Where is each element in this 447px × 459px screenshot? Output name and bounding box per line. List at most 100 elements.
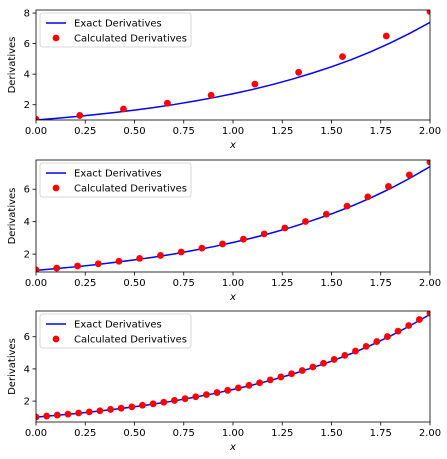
data-point-calculated	[149, 400, 157, 408]
y-tick-label: 2	[24, 397, 30, 408]
legend-label: Exact Derivatives	[74, 320, 162, 331]
x-axis-label: x	[229, 140, 236, 151]
data-point-calculated	[373, 338, 381, 345]
legend: Exact Derivatives Calculated Derivatives	[39, 12, 192, 48]
data-point-calculated	[405, 171, 413, 179]
data-point-calculated	[224, 386, 232, 394]
chart-panel-1: 0.00 0.25 0.50 0.75 1.00 1.25 1.50 1.75 2.00 2 4 6 8…	[7, 9, 441, 151]
x-tick-label: 1.00	[222, 278, 244, 289]
y-tick-label: 4	[24, 364, 30, 375]
plot-area	[36, 10, 430, 120]
data-point-calculated	[163, 99, 171, 107]
x-tick-label: 0.75	[173, 428, 195, 439]
x-tick-label: 0.50	[123, 278, 145, 289]
x-tick-label: 1.75	[370, 126, 392, 137]
data-point-calculated	[341, 352, 349, 359]
x-tick-label: 1.25	[271, 428, 293, 439]
series-line-exact-derivatives	[36, 21, 430, 120]
x-axis-label: x	[229, 292, 236, 303]
x-tick-label: 2.00	[419, 126, 441, 137]
data-point-calculated	[295, 68, 303, 76]
x-tick-label: 0.25	[74, 428, 96, 439]
data-point-calculated	[213, 389, 221, 396]
data-point-calculated	[266, 376, 274, 384]
legend-swatch-marker	[52, 34, 60, 42]
legend: Exact Derivatives Calculated Derivatives	[39, 313, 192, 349]
data-point-calculated	[74, 262, 81, 270]
plot-area	[36, 160, 430, 272]
y-tick-label: 6	[24, 185, 30, 196]
data-point-calculated	[260, 230, 268, 238]
x-tick-label: 2.00	[419, 428, 441, 439]
data-point-calculated	[362, 342, 370, 350]
data-point-calculated	[320, 359, 327, 367]
data-point-calculated	[385, 183, 392, 190]
data-point-calculated	[382, 32, 390, 40]
legend-label: Calculated Derivatives	[74, 34, 187, 45]
x-tick-label: 2.00	[419, 278, 441, 289]
plot-area	[36, 311, 430, 421]
y-axis-label: Derivatives	[7, 338, 18, 395]
legend-label: Exact Derivatives	[74, 169, 162, 180]
y-tick-label: 4	[24, 217, 30, 228]
data-point-calculated	[181, 395, 189, 403]
legend-swatch-marker	[52, 335, 60, 343]
x-tick-label: 0.50	[123, 126, 145, 137]
x-tick-label: 1.00	[222, 126, 244, 137]
data-point-calculated	[115, 257, 123, 265]
data-point-calculated	[36, 115, 40, 120]
x-tick-label: 1.50	[320, 126, 342, 137]
data-point-calculated	[136, 254, 144, 262]
y-tick-label: 2	[24, 250, 30, 261]
x-tick-label: 0.75	[173, 278, 195, 289]
y-axis-label: Derivatives	[7, 188, 18, 245]
data-point-calculated	[107, 406, 114, 413]
x-axis-label: x	[229, 442, 236, 453]
data-point-calculated	[96, 407, 104, 415]
legend-swatch-marker	[52, 184, 60, 192]
x-tick-label: 1.50	[320, 428, 342, 439]
data-point-calculated	[240, 235, 247, 243]
data-point-calculated	[36, 266, 40, 272]
data-point-calculated	[426, 10, 430, 15]
data-point-calculated	[364, 193, 372, 201]
data-point-calculated	[139, 401, 146, 409]
x-tick-label: 1.50	[320, 278, 342, 289]
data-point-calculated	[426, 160, 430, 166]
data-point-calculated	[128, 403, 136, 411]
x-tick-label: 0.00	[25, 428, 47, 439]
x-tick-label: 1.75	[370, 428, 392, 439]
data-point-calculated	[302, 218, 309, 225]
data-point-calculated	[394, 327, 402, 335]
x-tick-label: 1.75	[370, 278, 392, 289]
data-point-calculated	[384, 333, 391, 340]
x-tick-label: 0.00	[25, 278, 47, 289]
data-point-calculated	[177, 248, 185, 256]
data-point-calculated	[322, 210, 330, 218]
data-point-calculated	[171, 397, 178, 404]
data-point-calculated	[53, 411, 61, 419]
data-point-calculated	[202, 391, 210, 399]
y-tick-label: 6	[24, 39, 30, 50]
data-point-calculated	[117, 404, 125, 412]
data-point-calculated	[352, 347, 359, 355]
data-point-calculated	[43, 412, 51, 420]
data-point-calculated	[192, 393, 200, 401]
data-point-calculated	[245, 381, 253, 389]
x-tick-label: 0.00	[25, 126, 47, 137]
x-tick-label: 1.25	[271, 278, 293, 289]
data-point-calculated	[120, 105, 127, 113]
data-point-calculated	[207, 91, 215, 99]
data-point-calculated	[219, 240, 226, 248]
y-tick-label: 2	[24, 100, 30, 111]
data-point-calculated	[157, 252, 164, 259]
data-point-calculated	[76, 112, 84, 119]
data-point-calculated	[339, 53, 346, 60]
data-point-calculated	[75, 409, 82, 417]
legend-box	[39, 12, 192, 48]
data-point-calculated	[426, 311, 430, 317]
data-point-calculated	[405, 322, 413, 329]
legend-label: Calculated Derivatives	[74, 184, 187, 195]
data-point-calculated	[343, 202, 351, 210]
legend-label: Exact Derivatives	[74, 19, 162, 30]
